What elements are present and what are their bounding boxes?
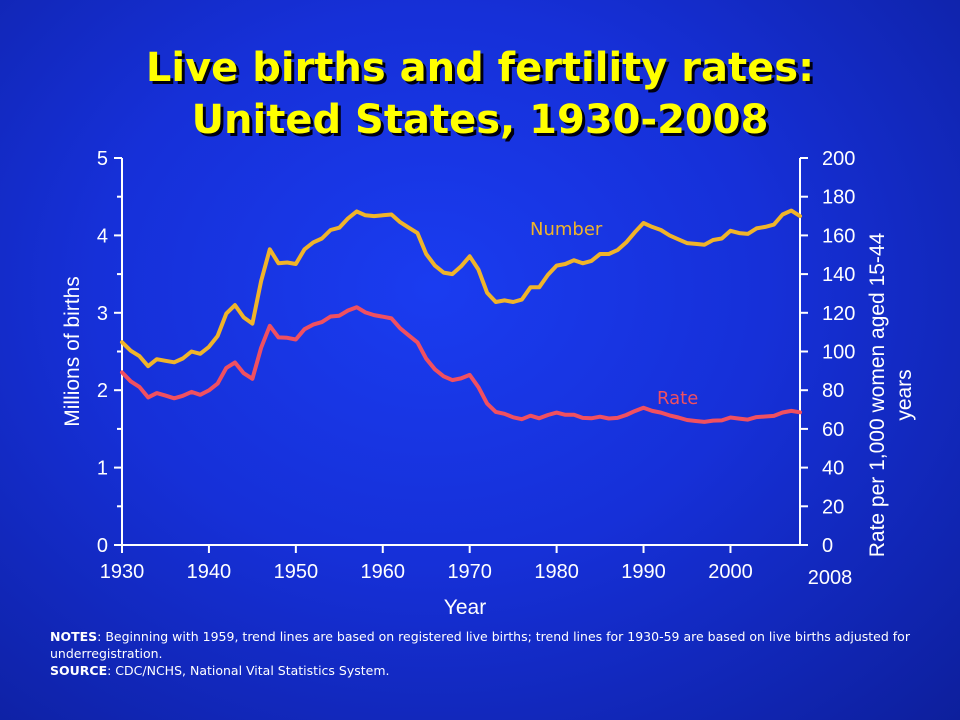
left-axis-tick-label: 4: [97, 225, 108, 247]
right-axis-tick-label: 160: [822, 225, 855, 247]
notes-paragraph: NOTES: Beginning with 1959, trend lines …: [50, 628, 910, 662]
x-axis-tick-label: 1990: [621, 561, 666, 583]
x-axis-tick-label: 1960: [361, 561, 406, 583]
left-axis-tick-label: 1: [97, 458, 108, 480]
x-axis-end-label: 2008: [808, 567, 853, 589]
right-axis-title-line-1: Rate per 1,000 women aged 15-44: [866, 232, 889, 557]
footnotes: NOTES: Beginning with 1959, trend lines …: [50, 628, 910, 679]
series-line-number: [120, 208, 802, 369]
x-axis-title: Year: [444, 596, 486, 619]
right-axis-title-line-2: years: [893, 369, 916, 420]
chart-series: [120, 208, 802, 424]
source-paragraph: SOURCE: CDC/NCHS, National Vital Statist…: [50, 662, 910, 679]
right-axis-tick-label: 100: [822, 342, 855, 364]
series-line-rate: [120, 305, 802, 424]
right-axis-tick-label: 20: [822, 496, 844, 518]
chart-labels: Year Millions of births Rate per 1,000 wom…: [61, 219, 916, 619]
notes-text: : Beginning with 1959, trend lines are b…: [50, 629, 910, 661]
chart-axes: 0 1 2 3 4 5 0 20 40 60 80 100 120 140 160 180 200 1930 194…: [97, 148, 856, 589]
x-axis-tick-label: 1970: [447, 561, 492, 583]
left-axis-tick-label: 5: [97, 148, 108, 170]
left-axis-tick-label: 3: [97, 303, 108, 325]
series-label-rate: Rate: [657, 388, 698, 409]
right-axis-tick-label: 60: [822, 419, 844, 441]
source-text: : CDC/NCHS, National Vital Statistics Sy…: [107, 663, 390, 678]
right-axis-tick-label: 120: [822, 303, 855, 325]
x-axis-tick-label: 1950: [274, 561, 319, 583]
series-label-number: Number: [530, 219, 603, 240]
x-axis-tick-label: 1980: [534, 561, 579, 583]
title-line-2: United States, 1930-2008: [191, 97, 769, 143]
right-axis-tick-label: 40: [822, 458, 844, 480]
x-axis-tick-label: 1940: [187, 561, 232, 583]
chart-title: Live births and fertility rates: United …: [0, 42, 960, 146]
title-line-1: Live births and fertility rates:: [145, 45, 815, 91]
right-axis-tick-label: 0: [822, 535, 833, 557]
x-axis-tick-label: 2000: [708, 561, 753, 583]
left-axis-title: Millions of births: [61, 276, 84, 427]
left-axis-tick-label: 2: [97, 380, 108, 402]
source-label: SOURCE: [50, 663, 108, 678]
right-axis-tick-label: 140: [822, 264, 855, 286]
right-axis-tick-label: 200: [822, 148, 855, 170]
right-axis-tick-label: 180: [822, 187, 855, 209]
x-axis-tick-label: 1930: [100, 561, 145, 583]
notes-label: NOTES: [50, 629, 98, 644]
right-axis-tick-label: 80: [822, 380, 844, 402]
left-axis-tick-label: 0: [97, 535, 108, 557]
